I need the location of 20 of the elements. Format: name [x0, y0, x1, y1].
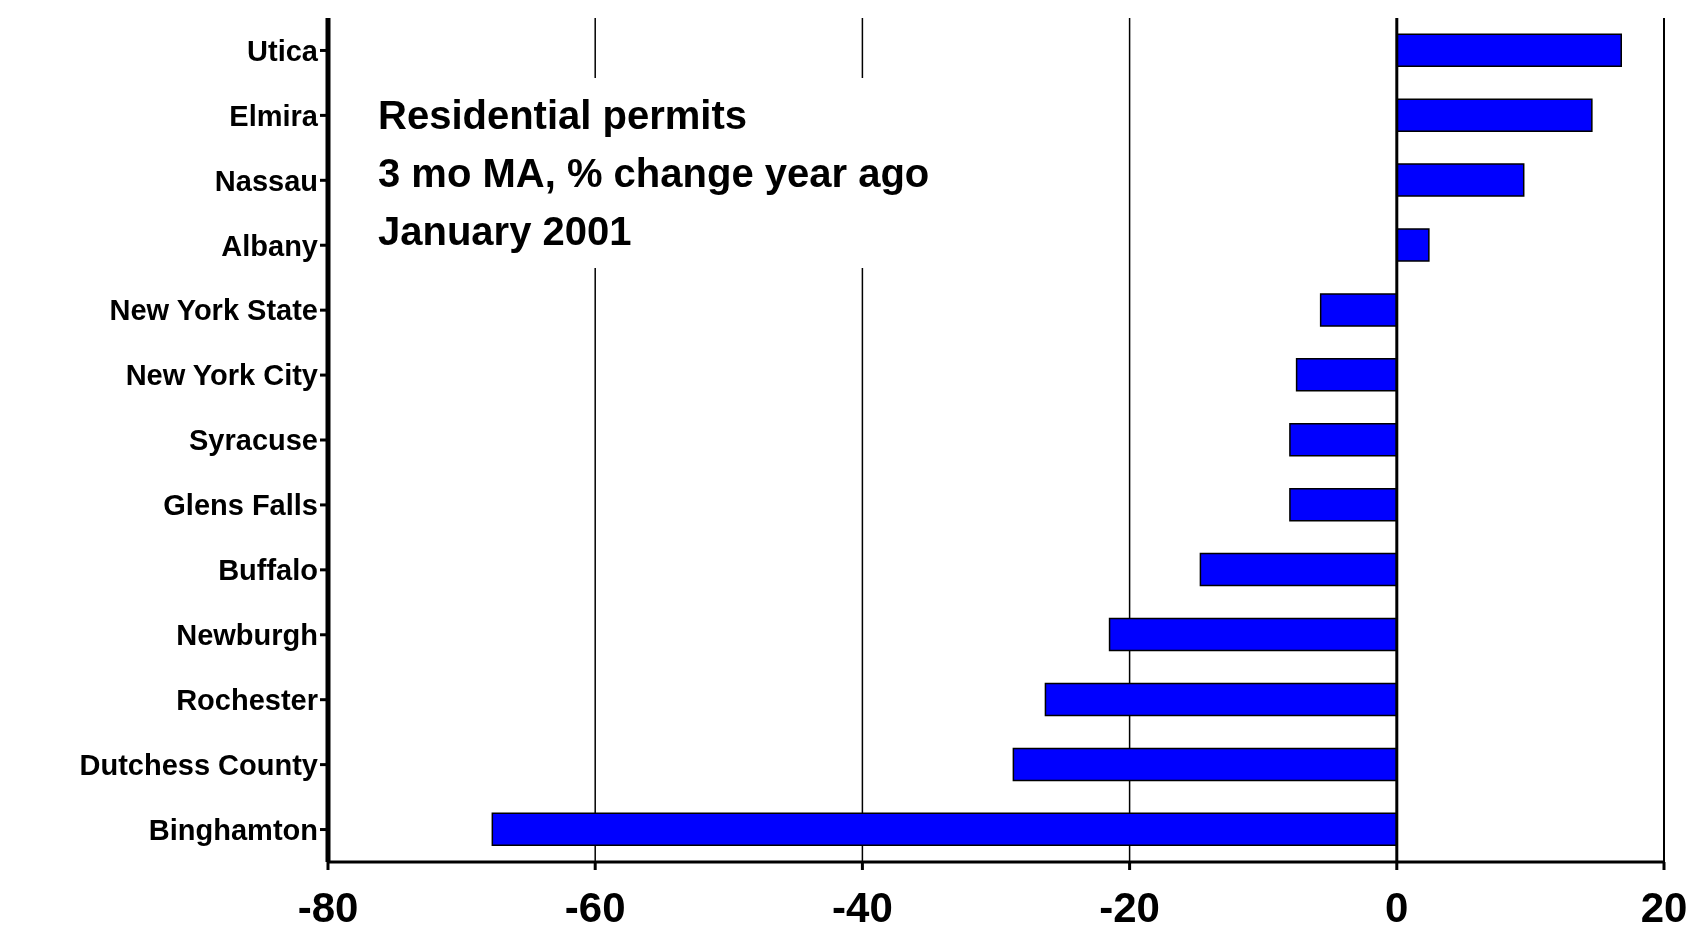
x-tick-label: -20 [1099, 883, 1160, 931]
y-tick-label: Glens Falls [163, 489, 318, 522]
y-tick-label: Syracuse [189, 424, 318, 457]
y-tick-label: Nassau [214, 164, 318, 197]
y-tick-label: Newburgh [176, 619, 318, 652]
x-tick-label: -40 [832, 883, 893, 931]
x-tick-label: -60 [564, 883, 626, 931]
x-tick-label: -80 [297, 883, 359, 931]
y-tick-label: Elmira [229, 99, 319, 132]
text: Residential permits 3 mo MA, % change year ago January 2001 [378, 92, 930, 255]
y-tick-label: Utica [247, 34, 319, 67]
x-tick-label: 20 [1640, 883, 1688, 931]
y-tick-label: Dutchess County [79, 748, 318, 781]
y-tick-label: New York City [125, 359, 318, 392]
x-tick-label: 0 [1385, 883, 1409, 931]
y-tick-label: Rochester [176, 683, 318, 716]
y-tick-label: Buffalo [218, 554, 318, 587]
y-tick-label: Binghamton [148, 813, 318, 846]
y-tick-label: Albany [221, 229, 318, 262]
y-tick-label: New York State [109, 294, 318, 327]
